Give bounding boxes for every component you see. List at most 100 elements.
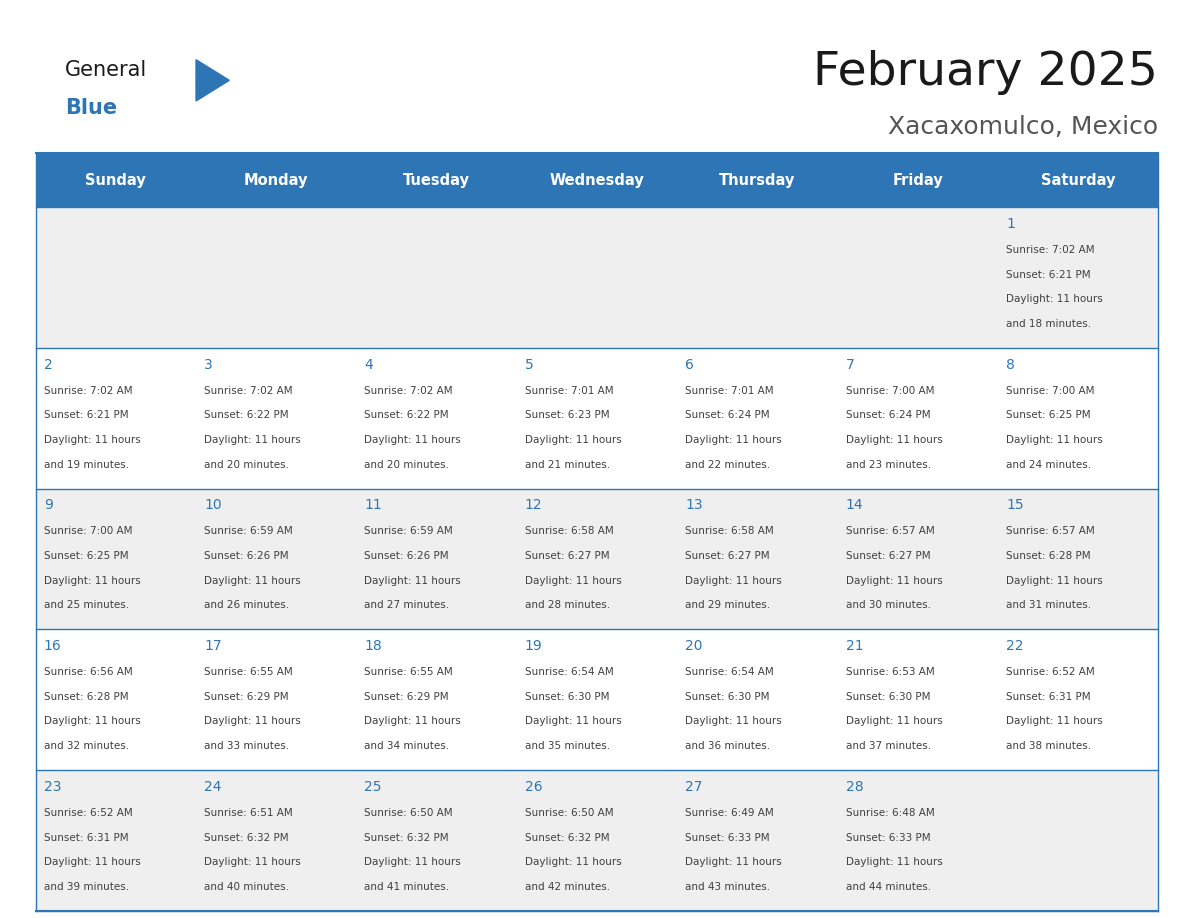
Text: Friday: Friday	[892, 173, 943, 187]
Text: Sunset: 6:30 PM: Sunset: 6:30 PM	[846, 692, 930, 702]
Bar	[677, 348, 838, 488]
Text: Sunrise: 7:01 AM: Sunrise: 7:01 AM	[525, 386, 613, 396]
Text: 7: 7	[846, 358, 854, 372]
Text: and 37 minutes.: and 37 minutes.	[846, 741, 930, 751]
Bar	[36, 629, 196, 770]
Text: 18: 18	[365, 639, 383, 653]
Text: 14: 14	[846, 498, 864, 512]
Text: Daylight: 11 hours: Daylight: 11 hours	[846, 857, 942, 868]
Bar	[838, 153, 998, 207]
Text: Sunset: 6:32 PM: Sunset: 6:32 PM	[365, 833, 449, 843]
Text: and 44 minutes.: and 44 minutes.	[846, 882, 930, 891]
Text: Sunset: 6:25 PM: Sunset: 6:25 PM	[44, 551, 128, 561]
Text: Daylight: 11 hours: Daylight: 11 hours	[846, 435, 942, 445]
Text: Sunday: Sunday	[86, 173, 146, 187]
Text: and 38 minutes.: and 38 minutes.	[1006, 741, 1091, 751]
Text: and 40 minutes.: and 40 minutes.	[204, 882, 289, 891]
Bar	[517, 207, 677, 348]
Text: Sunrise: 7:02 AM: Sunrise: 7:02 AM	[365, 386, 453, 396]
Text: and 21 minutes.: and 21 minutes.	[525, 460, 609, 470]
Text: 12: 12	[525, 498, 543, 512]
Text: Daylight: 11 hours: Daylight: 11 hours	[846, 716, 942, 726]
Text: Sunrise: 6:57 AM: Sunrise: 6:57 AM	[1006, 527, 1094, 536]
Text: Sunrise: 6:48 AM: Sunrise: 6:48 AM	[846, 808, 934, 818]
Text: Daylight: 11 hours: Daylight: 11 hours	[1006, 716, 1102, 726]
Text: Sunrise: 6:59 AM: Sunrise: 6:59 AM	[204, 527, 292, 536]
Text: Daylight: 11 hours: Daylight: 11 hours	[685, 716, 782, 726]
Text: Sunrise: 6:55 AM: Sunrise: 6:55 AM	[204, 667, 292, 677]
Bar	[36, 488, 196, 629]
Text: Sunrise: 6:52 AM: Sunrise: 6:52 AM	[1006, 667, 1094, 677]
Bar	[677, 629, 838, 770]
Bar	[36, 153, 196, 207]
Text: Wednesday: Wednesday	[550, 173, 644, 187]
Text: and 19 minutes.: and 19 minutes.	[44, 460, 128, 470]
Bar	[356, 770, 517, 911]
Text: Daylight: 11 hours: Daylight: 11 hours	[204, 857, 301, 868]
Text: Sunset: 6:22 PM: Sunset: 6:22 PM	[204, 410, 289, 420]
Bar	[677, 153, 838, 207]
Text: 19: 19	[525, 639, 543, 653]
Bar	[196, 207, 356, 348]
Text: Sunrise: 6:55 AM: Sunrise: 6:55 AM	[365, 667, 453, 677]
Text: and 25 minutes.: and 25 minutes.	[44, 600, 128, 610]
Text: 8: 8	[1006, 358, 1015, 372]
Text: Sunrise: 7:02 AM: Sunrise: 7:02 AM	[1006, 245, 1094, 255]
Bar	[517, 629, 677, 770]
Text: Sunset: 6:21 PM: Sunset: 6:21 PM	[44, 410, 128, 420]
Text: and 35 minutes.: and 35 minutes.	[525, 741, 609, 751]
Text: 6: 6	[685, 358, 694, 372]
Text: Sunset: 6:33 PM: Sunset: 6:33 PM	[685, 833, 770, 843]
Bar	[998, 153, 1158, 207]
Bar	[677, 770, 838, 911]
Text: 27: 27	[685, 779, 702, 794]
Text: Sunrise: 6:54 AM: Sunrise: 6:54 AM	[685, 667, 773, 677]
Bar	[356, 153, 517, 207]
Bar	[517, 153, 677, 207]
Text: 26: 26	[525, 779, 543, 794]
Text: Sunset: 6:25 PM: Sunset: 6:25 PM	[1006, 410, 1091, 420]
Text: Xacaxomulco, Mexico: Xacaxomulco, Mexico	[889, 115, 1158, 139]
Text: Sunset: 6:31 PM: Sunset: 6:31 PM	[1006, 692, 1091, 702]
Text: 22: 22	[1006, 639, 1023, 653]
Text: and 33 minutes.: and 33 minutes.	[204, 741, 289, 751]
Text: Sunrise: 6:51 AM: Sunrise: 6:51 AM	[204, 808, 292, 818]
Text: Sunset: 6:30 PM: Sunset: 6:30 PM	[685, 692, 770, 702]
Bar	[677, 207, 838, 348]
Text: Sunset: 6:21 PM: Sunset: 6:21 PM	[1006, 270, 1091, 280]
Text: Sunrise: 6:53 AM: Sunrise: 6:53 AM	[846, 667, 934, 677]
Text: and 29 minutes.: and 29 minutes.	[685, 600, 770, 610]
Text: Daylight: 11 hours: Daylight: 11 hours	[44, 576, 140, 586]
Text: Daylight: 11 hours: Daylight: 11 hours	[365, 576, 461, 586]
Text: Sunset: 6:23 PM: Sunset: 6:23 PM	[525, 410, 609, 420]
Text: Sunrise: 6:57 AM: Sunrise: 6:57 AM	[846, 527, 934, 536]
Text: 3: 3	[204, 358, 213, 372]
Text: and 30 minutes.: and 30 minutes.	[846, 600, 930, 610]
Text: Sunset: 6:32 PM: Sunset: 6:32 PM	[204, 833, 289, 843]
Bar	[677, 488, 838, 629]
Text: Sunrise: 7:00 AM: Sunrise: 7:00 AM	[44, 527, 132, 536]
Bar	[196, 348, 356, 488]
Text: 28: 28	[846, 779, 864, 794]
Bar	[356, 629, 517, 770]
Text: Sunset: 6:31 PM: Sunset: 6:31 PM	[44, 833, 128, 843]
Text: Sunrise: 6:49 AM: Sunrise: 6:49 AM	[685, 808, 773, 818]
Text: and 43 minutes.: and 43 minutes.	[685, 882, 770, 891]
Text: Sunrise: 7:00 AM: Sunrise: 7:00 AM	[846, 386, 934, 396]
Text: 9: 9	[44, 498, 52, 512]
Text: Daylight: 11 hours: Daylight: 11 hours	[204, 435, 301, 445]
Text: Sunset: 6:27 PM: Sunset: 6:27 PM	[846, 551, 930, 561]
Text: and 26 minutes.: and 26 minutes.	[204, 600, 289, 610]
Text: Sunrise: 7:01 AM: Sunrise: 7:01 AM	[685, 386, 773, 396]
Text: Daylight: 11 hours: Daylight: 11 hours	[685, 435, 782, 445]
Bar	[196, 629, 356, 770]
Text: Daylight: 11 hours: Daylight: 11 hours	[365, 716, 461, 726]
Text: and 31 minutes.: and 31 minutes.	[1006, 600, 1091, 610]
Text: Sunrise: 6:59 AM: Sunrise: 6:59 AM	[365, 527, 453, 536]
Bar	[517, 348, 677, 488]
Bar	[838, 207, 998, 348]
Text: and 23 minutes.: and 23 minutes.	[846, 460, 930, 470]
Text: 21: 21	[846, 639, 864, 653]
Bar	[196, 770, 356, 911]
Text: Sunset: 6:33 PM: Sunset: 6:33 PM	[846, 833, 930, 843]
